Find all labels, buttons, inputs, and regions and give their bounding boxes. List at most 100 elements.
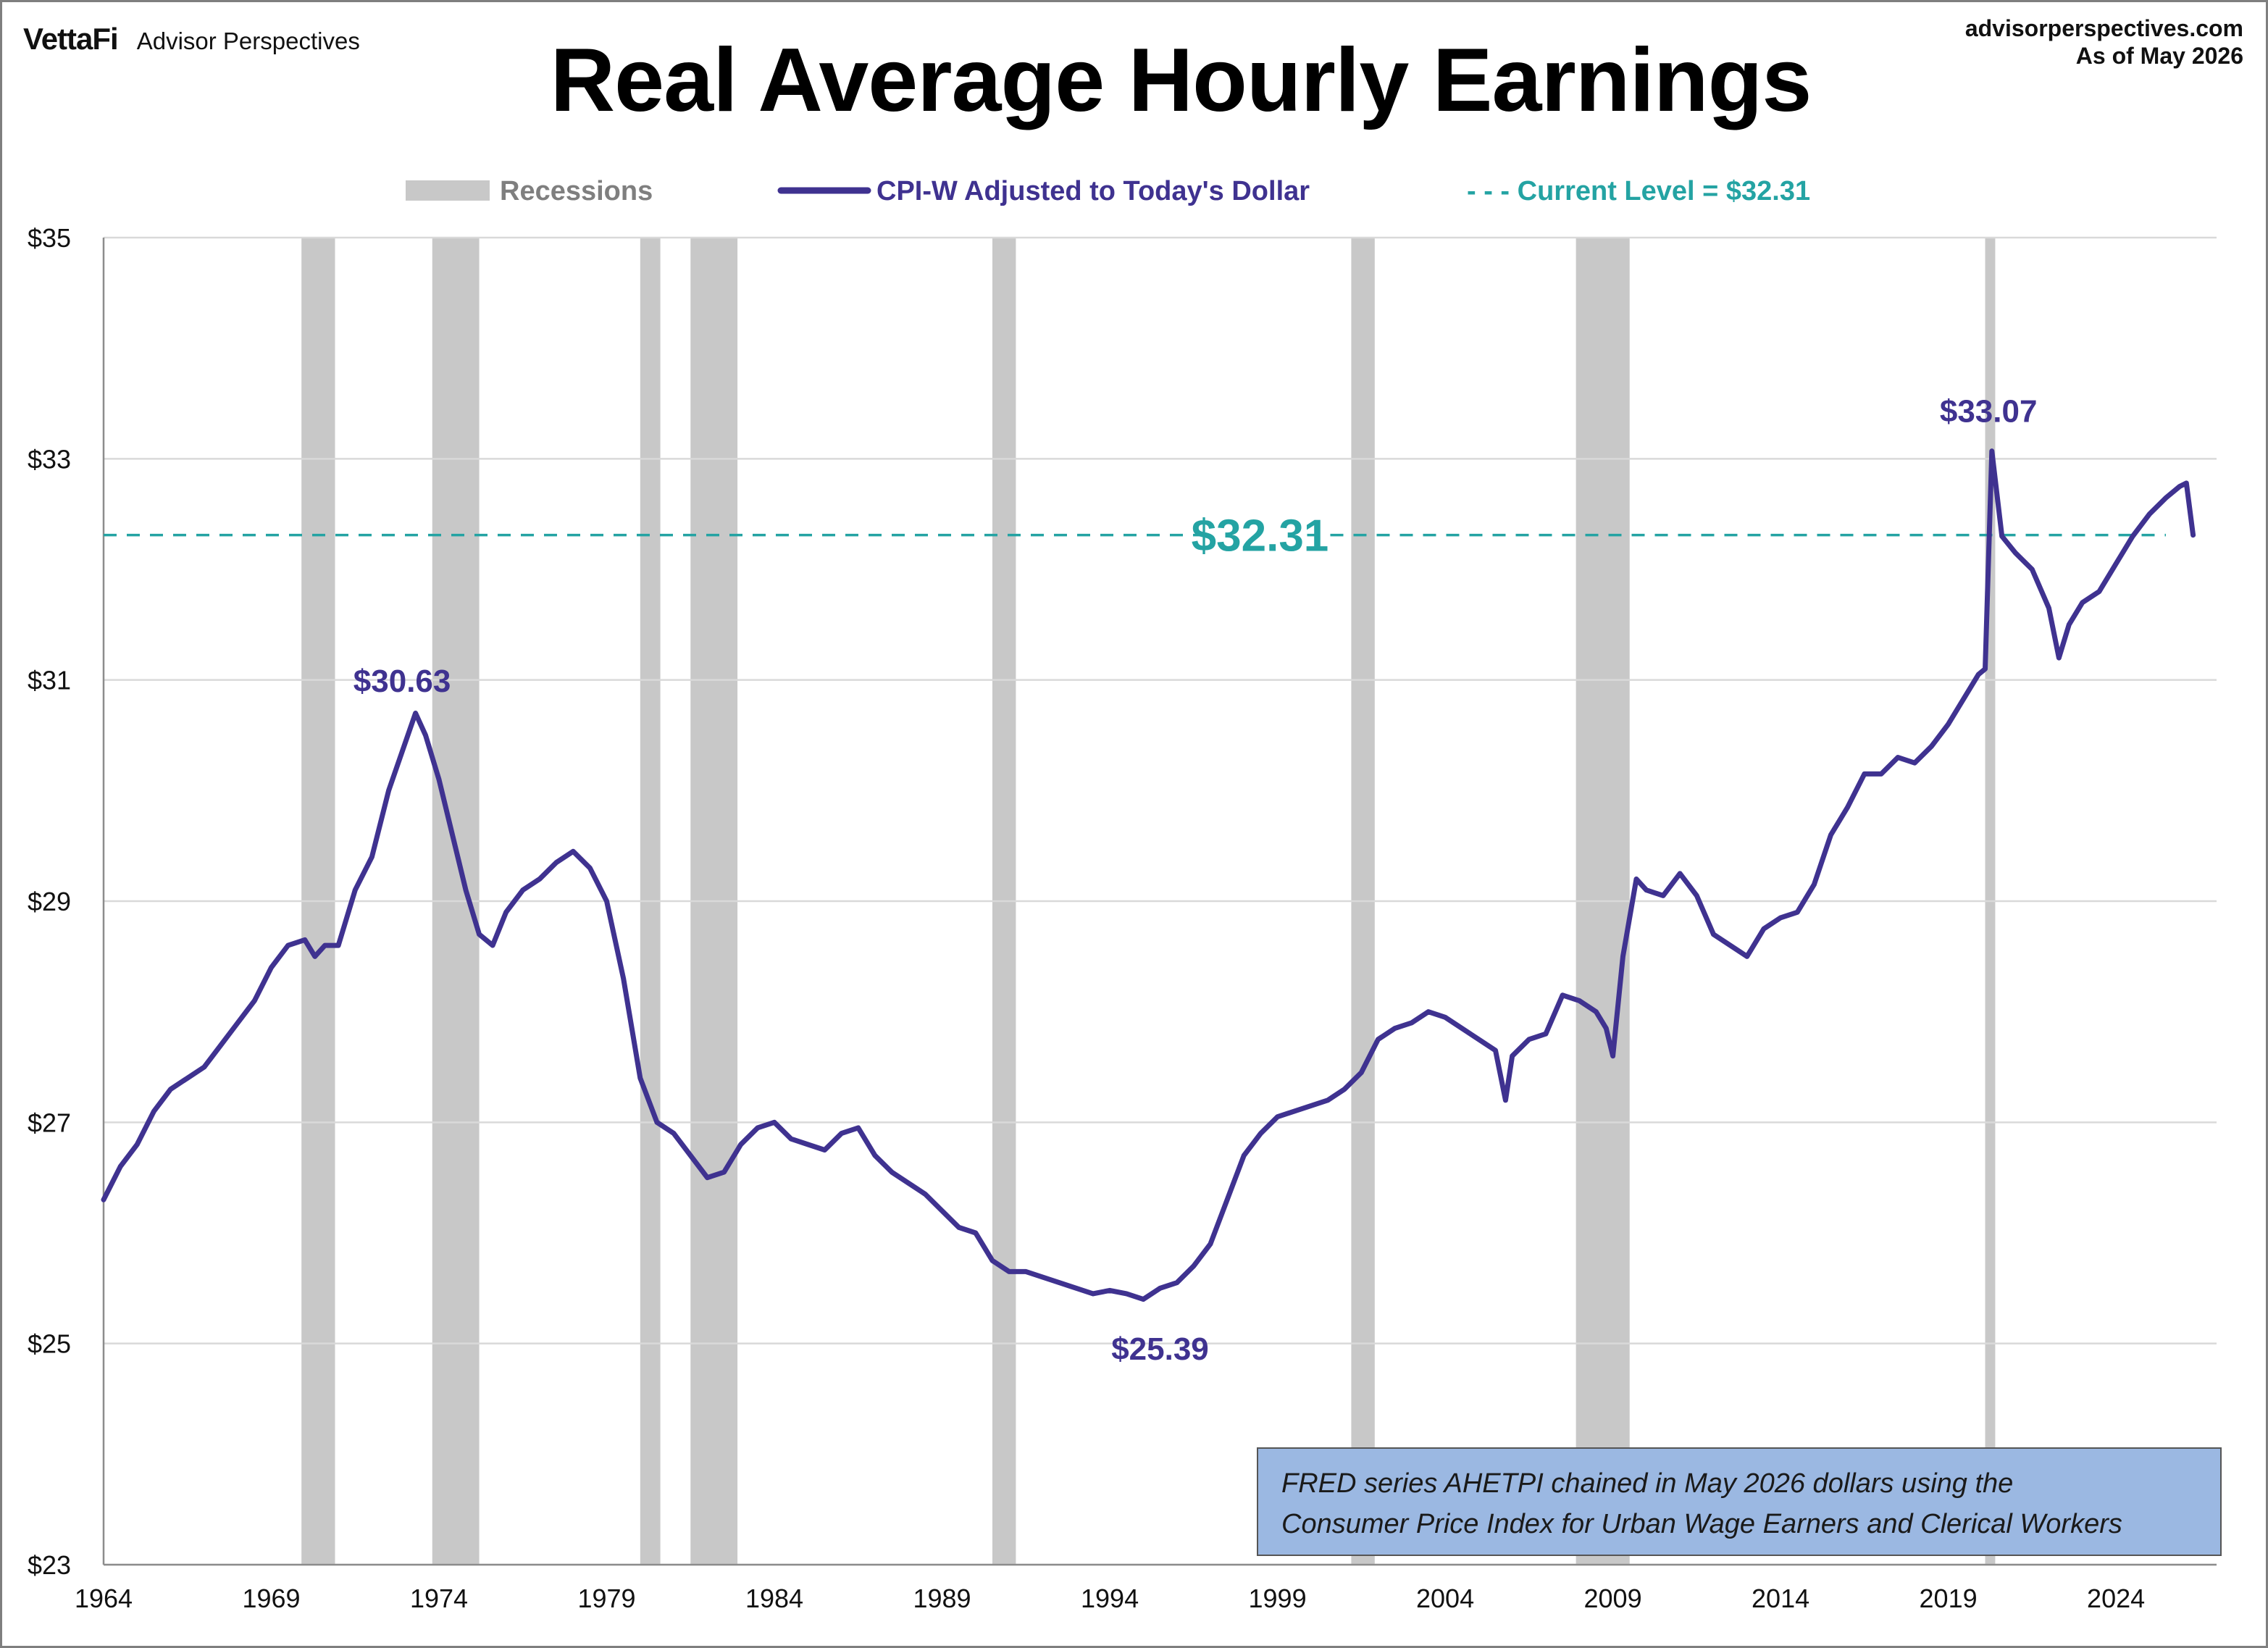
- x-tick-label: 1964: [75, 1584, 133, 1613]
- series-point: [1409, 1020, 1414, 1026]
- series-point: [463, 887, 469, 892]
- series-point: [889, 1169, 895, 1175]
- source-note-line-1: FRED series AHETPI chained in May 2026 d…: [1281, 1468, 2014, 1499]
- series-point: [1633, 877, 1639, 882]
- series-point: [1845, 805, 1850, 810]
- series-point: [168, 1087, 173, 1092]
- series-point: [1999, 534, 2004, 539]
- series-point: [2046, 606, 2051, 611]
- series-point: [1610, 1053, 1615, 1058]
- series-point: [2056, 655, 2062, 661]
- series-point: [1493, 1047, 1498, 1053]
- series-point: [1191, 1263, 1197, 1269]
- series-point: [822, 1147, 827, 1153]
- series-point: [1543, 1032, 1549, 1037]
- series-point: [353, 887, 358, 892]
- peak-annotation: $30.63: [353, 664, 451, 699]
- series-point: [1208, 1242, 1213, 1247]
- series-point: [671, 1131, 677, 1136]
- series-point: [117, 1164, 123, 1169]
- series-point: [571, 849, 576, 854]
- series-point: [185, 1076, 190, 1081]
- series-point: [1711, 932, 1716, 937]
- series-point: [956, 1225, 961, 1230]
- series-point: [537, 877, 543, 882]
- x-tick-label: 1979: [577, 1584, 635, 1613]
- series-point: [1604, 1026, 1609, 1031]
- series-point: [755, 1125, 761, 1131]
- series-point: [201, 1064, 207, 1070]
- series-point: [312, 954, 317, 959]
- series-point: [553, 860, 559, 865]
- series-point: [872, 1153, 878, 1158]
- series-point: [1057, 1280, 1062, 1285]
- x-tick-label: 2019: [1920, 1584, 1978, 1613]
- series-point: [1224, 1197, 1230, 1202]
- series-point: [1660, 893, 1666, 898]
- series-point: [1594, 1009, 1599, 1014]
- series-point: [654, 1120, 660, 1125]
- series-point: [1694, 893, 1699, 898]
- series-point: [1644, 887, 1649, 892]
- series-point: [1929, 744, 1934, 749]
- series-point: [2164, 495, 2169, 500]
- series-point: [923, 1192, 928, 1197]
- axes: $23 $25 $27 $29 $31 $33 $35 1964 1969 1974 1979 198…: [28, 223, 2217, 1613]
- site-url: advisorperspectives.com: [1964, 15, 2243, 41]
- series-point: [1006, 1269, 1012, 1274]
- series-point: [477, 932, 482, 937]
- source-note-line-2: Consumer Price Index for Urban Wage Earn…: [1281, 1509, 2122, 1539]
- grid-lines: [104, 236, 2217, 1566]
- series-point: [705, 1175, 710, 1180]
- series-point: [1258, 1131, 1263, 1136]
- series-point: [285, 942, 290, 948]
- y-tick-label: $23: [28, 1550, 71, 1580]
- source-note: FRED series AHETPI chained in May 2026 d…: [1257, 1447, 2222, 1556]
- series-point: [1795, 910, 1800, 915]
- series-point: [2190, 532, 2196, 538]
- series-point: [302, 937, 308, 942]
- y-tick-label: $25: [28, 1329, 71, 1359]
- series-point: [2184, 480, 2189, 486]
- x-tick-label: 1999: [1249, 1584, 1307, 1613]
- series-point: [503, 910, 509, 915]
- y-tick-label: $29: [28, 887, 71, 916]
- source-block: advisorperspectives.com As of May 2026: [1965, 14, 2243, 70]
- x-tick-label: 2014: [1752, 1584, 1809, 1613]
- series-point: [587, 866, 593, 871]
- series-point: [1242, 1153, 1247, 1158]
- series-point: [1442, 1015, 1448, 1020]
- series-point: [450, 832, 455, 837]
- y-tick-label: $33: [28, 444, 71, 474]
- series-point: [805, 1142, 811, 1147]
- series-point: [788, 1137, 794, 1142]
- series-point: [1074, 1286, 1079, 1291]
- y-tick-label: $35: [28, 223, 71, 253]
- series-point: [1744, 954, 1749, 959]
- series-point: [738, 1142, 743, 1147]
- series-point: [151, 1108, 156, 1114]
- brand-subtitle: Advisor Perspectives: [136, 28, 360, 54]
- brand-logo: VettaFi: [23, 22, 119, 56]
- series-point: [2096, 589, 2102, 594]
- x-tick-label: 2024: [2087, 1584, 2145, 1613]
- series-point: [1828, 832, 1833, 837]
- series-point: [1476, 1037, 1481, 1042]
- series-point: [1962, 694, 1967, 699]
- series-point: [688, 1153, 693, 1158]
- series-point: [1503, 1097, 1508, 1103]
- chart-title: Real Average Hourly Earnings: [550, 30, 1812, 130]
- series-point: [1090, 1291, 1096, 1297]
- series-point: [269, 965, 274, 970]
- series-point: [436, 777, 442, 782]
- series-group: [101, 448, 2196, 1302]
- series-point: [1728, 942, 1733, 948]
- series-point: [218, 1042, 224, 1047]
- series-point: [1325, 1097, 1331, 1103]
- series-point: [1024, 1269, 1029, 1274]
- series-point: [423, 732, 428, 738]
- series-point: [235, 1020, 240, 1026]
- series-point: [1308, 1103, 1314, 1108]
- peak-annotation: $33.07: [1940, 394, 2038, 430]
- series-point: [1174, 1280, 1179, 1285]
